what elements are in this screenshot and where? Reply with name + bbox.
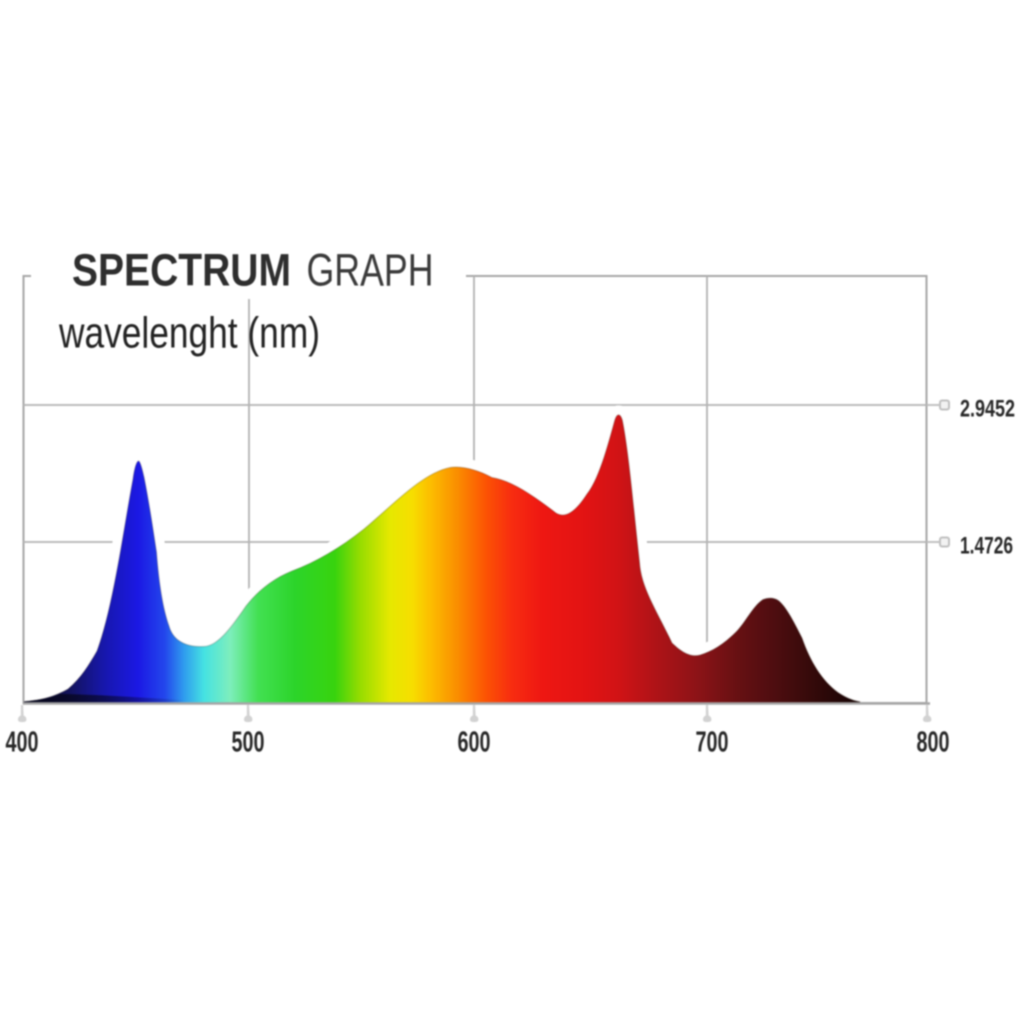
svg-text:2.9452: 2.9452: [960, 396, 1015, 423]
svg-text:SPECTRUM: SPECTRUM: [72, 245, 291, 296]
svg-text:GRAPH: GRAPH: [307, 245, 434, 296]
svg-text:wavelenght (nm): wavelenght (nm): [58, 309, 320, 358]
svg-text:700: 700: [696, 727, 729, 759]
svg-text:1.4726: 1.4726: [960, 533, 1013, 560]
svg-text:400: 400: [6, 727, 39, 759]
svg-text:600: 600: [458, 727, 491, 759]
svg-text:800: 800: [917, 727, 950, 759]
svg-text:500: 500: [232, 727, 265, 759]
